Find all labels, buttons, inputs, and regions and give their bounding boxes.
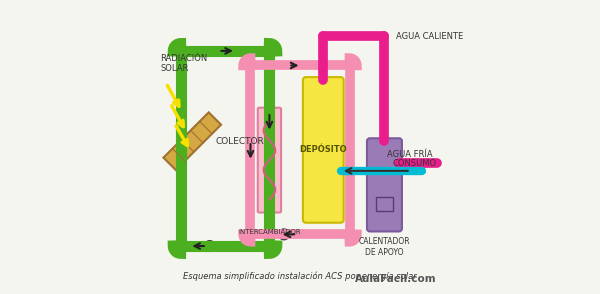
Text: AGUA CALIENTE: AGUA CALIENTE [396,32,463,41]
Text: CALENTADOR
DE APOYO: CALENTADOR DE APOYO [359,237,410,257]
Text: DEPÓSITO: DEPÓSITO [299,146,347,154]
Text: AGUA FRÍA: AGUA FRÍA [388,150,433,159]
Text: CONSUMO: CONSUMO [393,158,437,168]
Text: RADIACIÓN
SOLAR: RADIACIÓN SOLAR [160,54,208,73]
Text: AulaFacil.com: AulaFacil.com [355,274,437,284]
FancyBboxPatch shape [367,138,402,231]
Polygon shape [281,231,288,238]
Polygon shape [163,112,221,170]
Polygon shape [206,243,214,249]
Text: INTERCAMBIADOR: INTERCAMBIADOR [238,228,301,235]
Bar [376,196,393,211]
Text: COLECTOR: COLECTOR [215,137,264,146]
Text: Esquema simplificado instalación ACS por energía solar: Esquema simplificado instalación ACS por… [183,271,417,281]
FancyBboxPatch shape [258,108,281,213]
FancyBboxPatch shape [303,77,344,223]
